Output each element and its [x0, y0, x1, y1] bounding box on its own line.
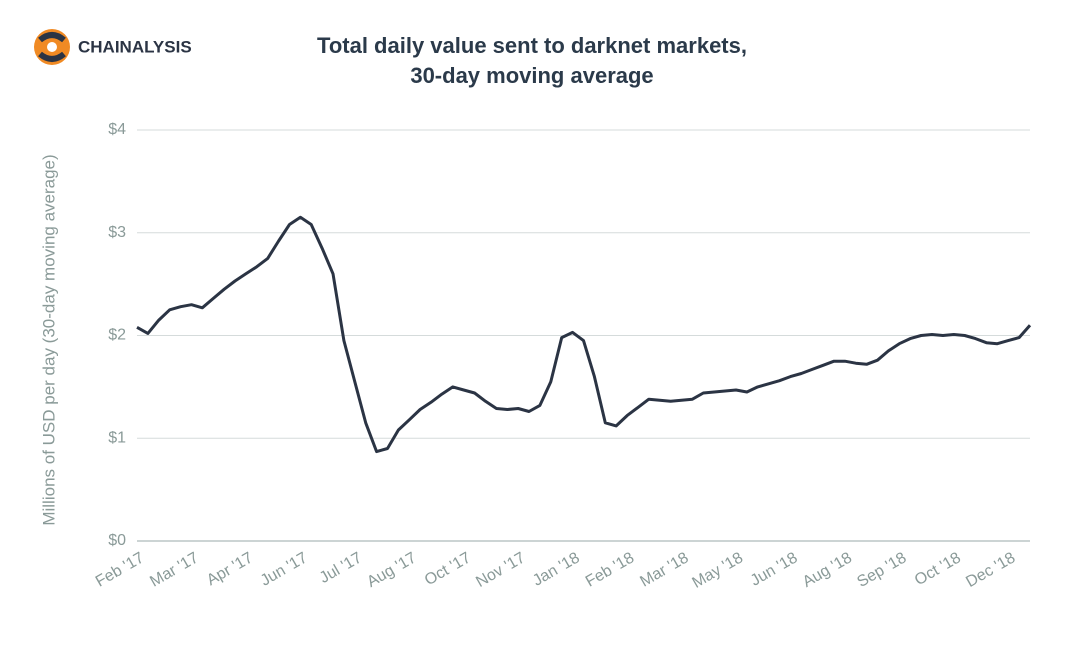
- x-tick-label: Jul '17: [317, 549, 365, 587]
- x-tick-label: Dec '18: [963, 549, 1018, 591]
- y-tick-label: $1: [108, 429, 126, 446]
- chart-title: Total daily value sent to darknet market…: [317, 33, 747, 58]
- data-line: [136, 215, 1032, 454]
- chart-title: 30-day moving average: [410, 63, 653, 88]
- y-tick-label: $3: [108, 224, 126, 241]
- x-tick-label: Oct '17: [422, 549, 474, 589]
- x-tick-label: Jun '18: [748, 549, 801, 589]
- y-tick-label: $0: [108, 532, 126, 549]
- x-tick-label: May '18: [689, 549, 746, 592]
- x-tick-label: Feb '17: [93, 549, 147, 590]
- x-tick-label: Mar '17: [147, 549, 201, 590]
- x-tick-label: Aug '17: [364, 549, 419, 591]
- x-tick-label: Mar '18: [637, 549, 691, 590]
- x-tick-label: Feb '18: [583, 549, 637, 590]
- logo-text: CHAINALYSIS: [78, 37, 192, 56]
- x-tick-label: Oct '18: [912, 549, 964, 589]
- x-tick-label: Nov '17: [473, 549, 528, 591]
- x-tick-label: Jun '17: [258, 549, 311, 589]
- y-tick-label: $4: [108, 121, 126, 138]
- x-tick-label: Sep '18: [854, 549, 909, 591]
- x-tick-label: Apr '17: [204, 549, 256, 589]
- y-axis-label: Millions of USD per day (30-day moving a…: [39, 154, 58, 525]
- x-tick-label: Jan '18: [530, 549, 583, 589]
- x-tick-label: Aug '18: [800, 549, 855, 591]
- logo-icon: [34, 29, 70, 65]
- y-tick-label: $2: [108, 327, 126, 344]
